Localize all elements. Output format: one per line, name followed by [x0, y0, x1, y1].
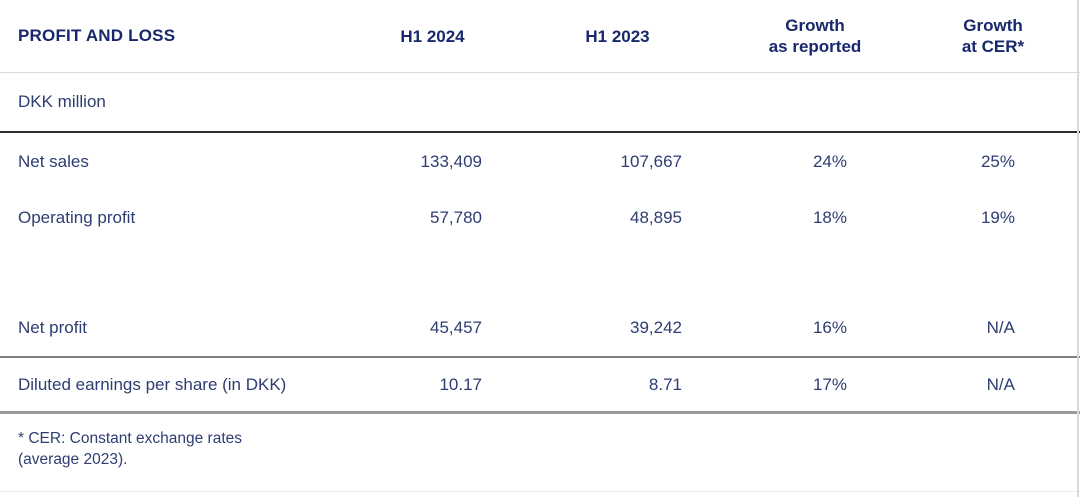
- value-growth-reported: 24%: [812, 151, 847, 171]
- value-growth-cer: 25%: [980, 151, 1015, 171]
- row-label: Operating profit: [18, 208, 136, 227]
- unit-label: DKK million: [18, 92, 106, 111]
- right-edge-rule: [1077, 0, 1079, 497]
- value-h1-2023: 39,242: [630, 318, 682, 337]
- footnote-line-1: * CER: Constant exchange rates: [18, 430, 243, 447]
- table-row-net-sales: Net sales 133,409 107,667 24% 25%: [0, 133, 1080, 190]
- value-h1-2024: 57,780: [430, 208, 482, 227]
- row-label: Net sales: [18, 151, 89, 171]
- value-growth-cer: N/A: [986, 318, 1015, 337]
- unit-row: DKK million: [0, 73, 1080, 133]
- value-h1-2023: 107,667: [620, 151, 682, 171]
- column-header-growth-at-cer: Growth at CER*: [910, 15, 1076, 57]
- column-header-line: Growth: [963, 16, 1023, 35]
- footnote: * CER: Constant exchange rates (average …: [0, 414, 1080, 492]
- value-growth-reported: 17%: [812, 374, 847, 394]
- value-h1-2024: 10.17: [439, 374, 482, 394]
- table-header-row: PROFIT AND LOSS H1 2024 H1 2023 Growth a…: [0, 0, 1080, 73]
- spacer-row: [0, 246, 1080, 300]
- row-label: Diluted earnings per share (in DKK): [18, 374, 287, 394]
- column-header-line: at CER*: [961, 37, 1025, 56]
- value-growth-cer: 19%: [980, 208, 1015, 227]
- row-label: Net profit: [18, 318, 87, 337]
- column-header-line: Growth: [785, 16, 845, 35]
- table-title: PROFIT AND LOSS: [18, 26, 176, 45]
- table-row-operating-profit: Operating profit 57,780 48,895 18% 19%: [0, 190, 1080, 246]
- value-h1-2024: 133,409: [420, 151, 482, 171]
- value-h1-2023: 48,895: [630, 208, 682, 227]
- value-h1-2023: 8.71: [648, 374, 682, 394]
- table-row-diluted-eps: Diluted earnings per share (in DKK) 10.1…: [0, 358, 1080, 414]
- value-growth-reported: 16%: [812, 318, 847, 337]
- value-growth-cer: N/A: [986, 374, 1015, 394]
- value-growth-reported: 18%: [812, 208, 847, 227]
- table-row-net-profit: Net profit 45,457 39,242 16% N/A: [0, 300, 1080, 358]
- column-header-h1-2024: H1 2024: [400, 26, 465, 46]
- column-header-h1-2023: H1 2023: [585, 26, 650, 46]
- column-header-line: as reported: [768, 37, 862, 56]
- footnote-line-2: (average 2023).: [18, 451, 128, 468]
- column-header-growth-as-reported: Growth as reported: [720, 15, 910, 57]
- value-h1-2024: 45,457: [430, 318, 482, 337]
